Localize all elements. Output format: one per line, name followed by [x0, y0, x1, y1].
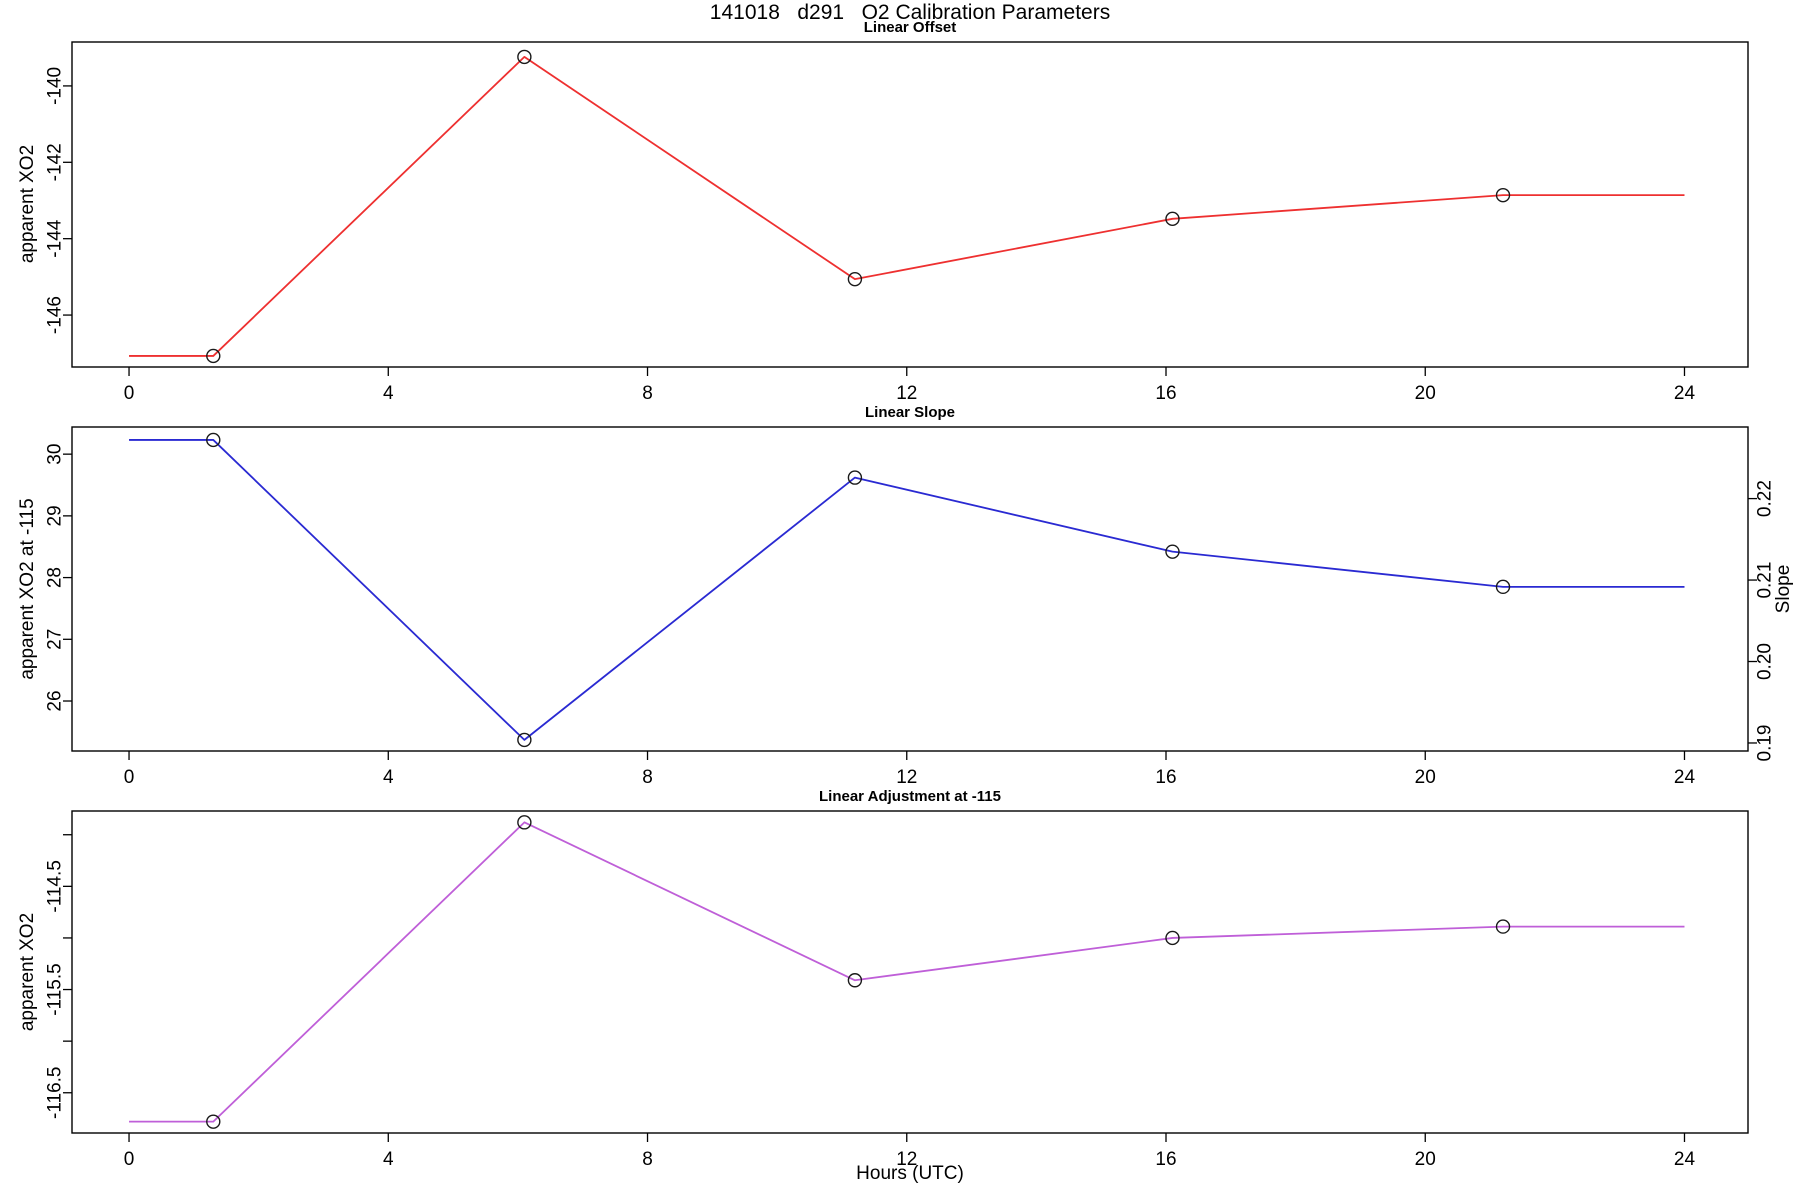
plot-box [71, 426, 1749, 752]
plot-box [71, 810, 1749, 1134]
data-point [206, 348, 221, 364]
y-tick-label: -142 [45, 143, 66, 181]
data-point [517, 732, 532, 748]
y-tick-label: -116.5 [45, 1067, 66, 1119]
data-point [1495, 579, 1511, 595]
figure-title: 141018 d291 O2 Calibration Parameters [709, 1, 1111, 24]
panel-3: 0 4 8 12 16 20 24 -114.5 -115.5 -116.5 [45, 810, 1749, 1170]
subplot-title-linear-offset: Linear Offset [863, 19, 957, 36]
y-right-tick-label: 0.22 [1755, 480, 1776, 517]
data-line [129, 55, 1685, 357]
x-tick-label: 24 [1674, 383, 1696, 404]
y-tick-label: 28 [45, 567, 66, 588]
data-point [206, 1114, 221, 1129]
x-tick-label: 12 [896, 1149, 917, 1170]
x-tick-label: 24 [1674, 1149, 1696, 1170]
x-tick-label: 4 [383, 1149, 394, 1170]
data-point [1165, 211, 1180, 227]
y-right-tick-label: 0.21 [1755, 562, 1776, 599]
data-point [517, 815, 532, 830]
x-tick-label: 20 [1415, 1149, 1436, 1170]
x-tick-label: 20 [1415, 767, 1436, 788]
data-point [206, 432, 221, 448]
y-tick-label: 30 [45, 444, 66, 465]
x-tick-label: 16 [1155, 383, 1176, 404]
x-tick-label: 16 [1155, 1149, 1176, 1170]
x-tick-label: 24 [1674, 767, 1696, 788]
x-tick-label: 8 [642, 383, 653, 404]
x-tick-label: 8 [642, 767, 653, 788]
data-point [517, 49, 532, 65]
x-tick-label: 16 [1155, 767, 1176, 788]
x-tick-label: 12 [896, 767, 917, 788]
data-point [847, 470, 863, 485]
y-tick-label: -146 [45, 296, 66, 334]
x-tick-label: 0 [124, 383, 135, 404]
y-axis-title-adjustment: apparent XO2 [17, 912, 38, 1032]
x-tick-label: 4 [383, 383, 394, 404]
y-tick-label: -140 [45, 67, 66, 105]
y-right-tick-label: 0.19 [1755, 724, 1776, 761]
y-axis-title-slope-right: Slope [1773, 564, 1794, 614]
panel-1: 0 4 8 12 16 20 24 -140 -142 -144 -146 [45, 41, 1749, 404]
x-tick-label: 20 [1415, 383, 1436, 404]
y-tick-label: 27 [45, 629, 66, 650]
y-tick-label: 29 [45, 505, 66, 526]
y-tick-label: -114.5 [45, 860, 66, 912]
data-point [1165, 544, 1180, 559]
plot-box [71, 41, 1749, 368]
x-tick-label: 0 [124, 1149, 135, 1170]
panel-2: 0 4 8 12 16 20 24 26 27 28 29 30 0.19 0.20 0.21 0.22 [45, 426, 1776, 788]
subplot-title-linear-adjustment: Linear Adjustment at -115 [819, 788, 1001, 805]
data-point [847, 271, 863, 287]
data-line [129, 439, 1685, 741]
y-tick-label: -115.5 [45, 963, 66, 1015]
y-tick-label: 26 [45, 690, 66, 711]
data-point [1495, 187, 1511, 203]
data-line [129, 821, 1685, 1123]
data-point [1495, 919, 1511, 934]
x-tick-label: 12 [896, 383, 917, 404]
subplot-title-linear-slope: Linear Slope [864, 404, 956, 421]
x-axis-title: Hours (UTC) [856, 1163, 964, 1184]
data-point [1165, 930, 1180, 946]
y-tick-label: -144 [45, 219, 66, 257]
x-tick-label: 8 [642, 1149, 653, 1170]
data-point [847, 973, 863, 988]
x-tick-label: 0 [124, 767, 135, 788]
x-tick-label: 4 [383, 767, 394, 788]
y-right-tick-label: 0.20 [1755, 643, 1776, 680]
